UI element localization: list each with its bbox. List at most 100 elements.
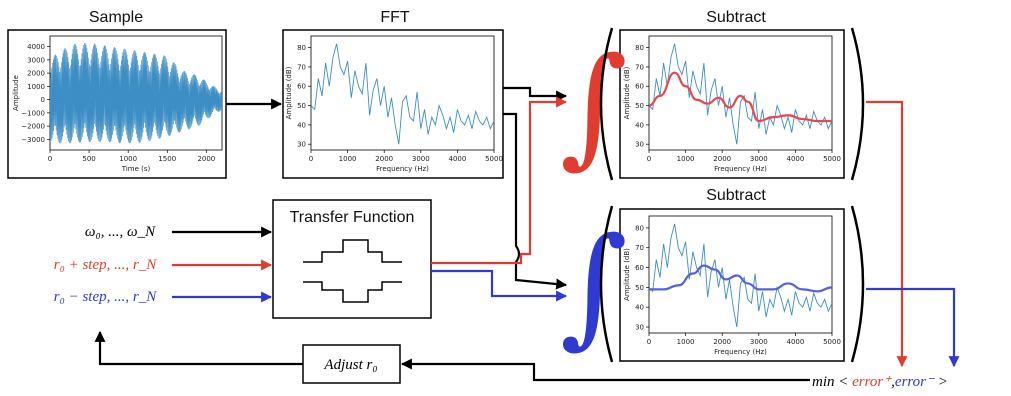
subtract_bottom-fit-line: [649, 264, 832, 293]
subtract_top-axes-frame: [648, 35, 833, 151]
fft-axes-frame: [310, 35, 495, 151]
subtract_bottom-xtick-label: 5000: [823, 338, 841, 346]
fft-ytick-label: 40: [297, 121, 306, 129]
fft-to-subtract-bottom-arrow: [503, 112, 568, 290]
subtract_top-ytick-label: 70: [635, 63, 644, 71]
fft-ytick-label: 70: [297, 63, 306, 71]
min-suffix: >: [934, 374, 948, 390]
fft-title: FFT: [380, 9, 410, 26]
subtract_top-series-line: [649, 43, 832, 145]
sample-ytick-label: 3000: [27, 56, 45, 64]
adjust-to-inputs-arrow: [94, 330, 303, 366]
sample-ytick-label: −3000: [21, 136, 45, 144]
fft-xlabel: Frequency (Hz): [376, 165, 429, 173]
subtract_bottom-ytick-label: 50: [635, 284, 644, 292]
subtract_bottom-series-line: [649, 223, 832, 328]
fft-ylabel: Amplitude (dB): [285, 66, 293, 119]
sample-ylabel: Amplitude: [12, 75, 20, 111]
subtract_bottom-ytick-label: 70: [635, 244, 644, 252]
input-plus-label: r₀ + step, ..., r_N: [54, 257, 157, 273]
subtract-bottom-chart: 0 1000 2000 3000 4000 5000 30 40 50 60 70 80 Frequen…: [619, 208, 845, 362]
fft-series-line: [311, 43, 494, 145]
subtract_bottom-ytick-label: 30: [635, 324, 644, 332]
paren-top-right: [850, 27, 865, 181]
subtract_top-xtick-label: 1000: [677, 155, 695, 163]
transfer-function-block: Transfer Function: [272, 199, 432, 319]
fft-xtick-label: 0: [309, 155, 313, 163]
error-minus-arrow: [866, 287, 960, 368]
subtract_bottom-ylabel: Amplitude (dB): [623, 248, 631, 301]
subtract_top-ytick-label: 60: [635, 83, 644, 91]
fft-to-subtract-top-arrow: [503, 86, 568, 102]
input-omega-label: ω₀, ..., ω_N: [85, 224, 156, 240]
fft-xtick-label: 5000: [485, 155, 503, 163]
subtract_bottom-axes-frame: [648, 215, 833, 334]
sample-xtick-label: 1000: [119, 155, 137, 163]
fft-ytick-label: 60: [297, 83, 306, 91]
fft-ytick-label: 80: [297, 44, 306, 52]
input-minus-label: r₀ − step, ..., r_N: [54, 289, 157, 305]
sample-ytick-label: −2000: [21, 123, 45, 131]
sample-xtick-label: 1500: [158, 155, 176, 163]
subtract-top-chart: 0 1000 2000 3000 4000 5000 30 40 50 60 70 80 Frequen…: [619, 29, 845, 179]
fft-chart: 0 1000 2000 3000 4000 5000 30 40 50 60 70 80 Frequen…: [282, 29, 504, 179]
subtract_top-xtick-label: 0: [647, 155, 651, 163]
error-plus-arrow: [866, 100, 908, 368]
subtract_bottom-xtick-label: 3000: [750, 338, 768, 346]
sample-chart: 0 500 1000 1500 2000 −3000 −2000 −1000 0 1000 2000…: [7, 29, 227, 179]
subtract_top-xtick-label: 3000: [750, 155, 768, 163]
integral-bottom-symbol: ∫: [560, 209, 628, 361]
min-prefix: min <: [812, 374, 852, 390]
subtract_top-ytick-label: 80: [635, 44, 644, 52]
error-plus-label: error⁺: [852, 374, 892, 390]
subtract_top-ylabel: Amplitude (dB): [623, 66, 631, 119]
paren-bottom-right: [850, 205, 865, 363]
fft-ytick-label: 30: [297, 141, 306, 149]
subtract_top-xlabel: Frequency (Hz): [714, 165, 767, 173]
sample-title: Sample: [89, 9, 143, 26]
subtract_top-xtick-label: 5000: [823, 155, 841, 163]
subtract_top-xtick-label: 4000: [786, 155, 804, 163]
sample-ytick-label: 4000: [27, 43, 45, 51]
subtract_bottom-ytick-label: 40: [635, 304, 644, 312]
subtract_bottom-ytick-label: 80: [635, 224, 644, 232]
fft-xtick-label: 1000: [339, 155, 357, 163]
sample-xlabel: Time (s): [121, 165, 151, 173]
subtract_bottom-ytick-label: 60: [635, 264, 644, 272]
fft-ytick-label: 50: [297, 102, 306, 110]
sample-xtick-label: 500: [82, 155, 95, 163]
min-to-adjust-arrow: [400, 358, 810, 382]
subtract_bottom-xtick-label: 2000: [713, 338, 731, 346]
error-minus-label: error⁻: [895, 374, 935, 390]
subtract_top-xtick-label: 2000: [713, 155, 731, 163]
min-expression: min < error⁺,error⁻ >: [812, 374, 948, 390]
sample-xtick-label: 0: [48, 155, 52, 163]
subtract_top-ytick-label: 50: [635, 102, 644, 110]
subtract_top-fit-line: [649, 71, 832, 123]
sample-waveform: [50, 43, 222, 144]
transfer-function-label: Transfer Function: [290, 209, 415, 226]
integral-top-symbol: ∫: [560, 29, 628, 181]
subtract-top-title: Subtract: [706, 9, 766, 26]
subtract_top-ytick-label: 30: [635, 141, 644, 149]
tube-shape-bottom: [303, 281, 402, 303]
subtract_bottom-xtick-label: 4000: [786, 338, 804, 346]
sample-ytick-label: 1000: [27, 83, 45, 91]
paren-bottom-left: [599, 205, 614, 363]
fft-xtick-label: 3000: [412, 155, 430, 163]
tf-red-output-arrow: [431, 96, 568, 265]
tube-shape-top: [303, 239, 402, 263]
tf-blue-output-arrow: [431, 269, 568, 302]
subtract_bottom-xtick-label: 1000: [677, 338, 695, 346]
adjust-label: Adjust r₀: [323, 357, 377, 373]
subtract_bottom-xlabel: Frequency (Hz): [714, 348, 767, 356]
sample-ytick-label: 0: [41, 96, 45, 104]
subtract_top-ytick-label: 40: [635, 121, 644, 129]
subtract_bottom-xtick-label: 0: [647, 338, 651, 346]
fft-xtick-label: 4000: [448, 155, 466, 163]
fft-xtick-label: 2000: [375, 155, 393, 163]
min-comma: ,: [891, 374, 895, 390]
paren-top-left: [599, 27, 614, 181]
